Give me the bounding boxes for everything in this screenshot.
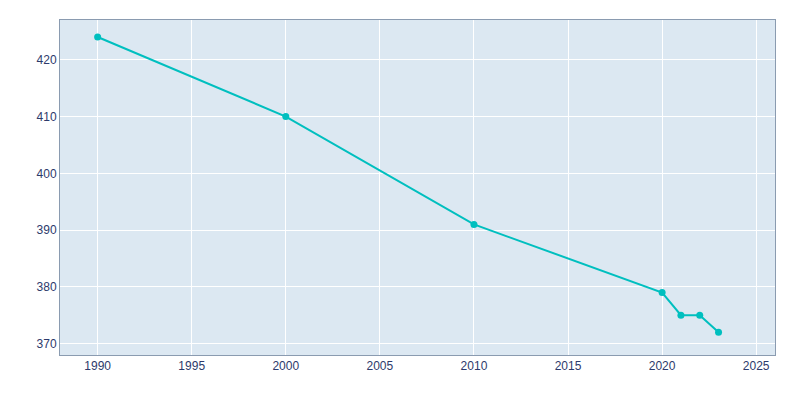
- svg-text:380: 380: [37, 280, 57, 294]
- svg-text:2010: 2010: [461, 359, 488, 373]
- svg-text:2025: 2025: [743, 359, 770, 373]
- svg-text:370: 370: [37, 337, 57, 351]
- svg-text:2005: 2005: [367, 359, 394, 373]
- svg-text:400: 400: [37, 167, 57, 181]
- svg-text:410: 410: [37, 110, 57, 124]
- svg-text:1995: 1995: [178, 359, 205, 373]
- svg-text:390: 390: [37, 223, 57, 237]
- svg-text:1990: 1990: [84, 359, 111, 373]
- svg-text:2020: 2020: [649, 359, 676, 373]
- svg-text:420: 420: [37, 53, 57, 67]
- svg-text:2000: 2000: [272, 359, 299, 373]
- svg-text:2015: 2015: [555, 359, 582, 373]
